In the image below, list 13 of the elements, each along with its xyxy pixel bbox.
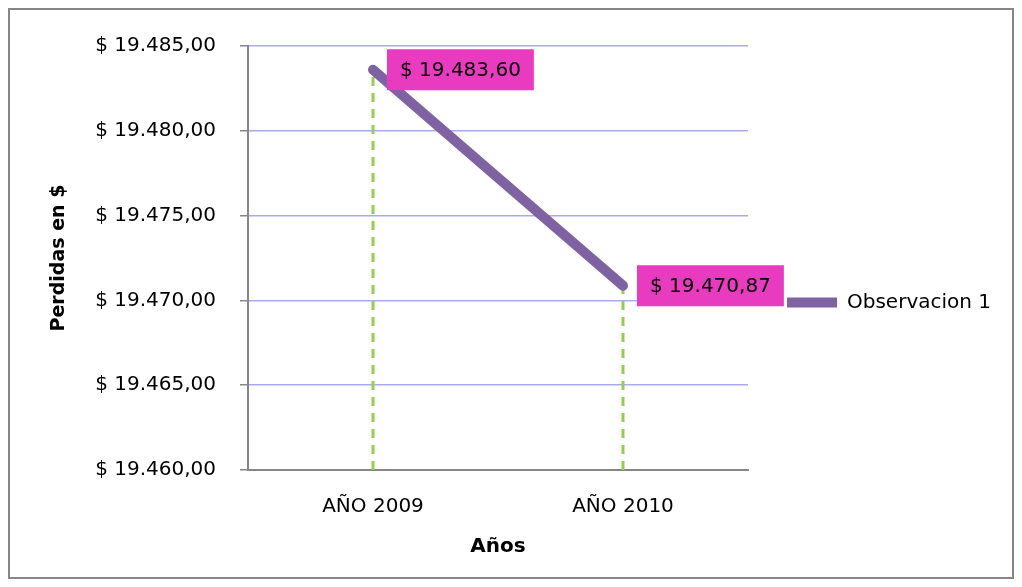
y-tick-label: $ 19.475,00 (95, 201, 216, 226)
y-tick-label: $ 19.485,00 (95, 32, 216, 57)
x-tick-label: AÑO 2010 (572, 493, 674, 518)
y-tick-label: $ 19.480,00 (95, 117, 216, 141)
y-tick-label: $ 19.465,00 (95, 371, 216, 396)
y-tick-label: $ 19.470,00 (95, 286, 216, 311)
x-axis-title: Años (470, 533, 526, 558)
data-label: $ 19.470,87 (650, 272, 771, 297)
y-tick-label: $ 19.460,00 (95, 456, 216, 481)
legend-label: Observacion 1 (847, 288, 992, 313)
x-tick-label: AÑO 2009 (322, 493, 424, 518)
data-label: $ 19.483,60 (400, 56, 521, 81)
y-axis-title: Perdidas en $ (46, 184, 69, 332)
